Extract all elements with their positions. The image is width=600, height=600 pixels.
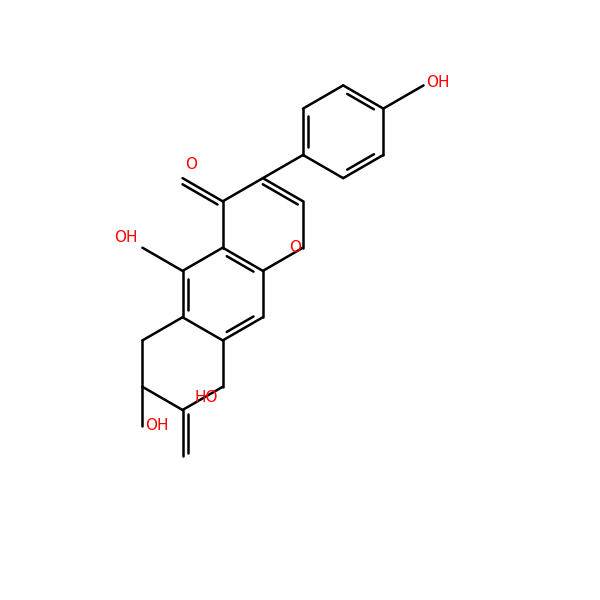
Text: HO: HO — [194, 390, 218, 405]
Text: OH: OH — [427, 75, 450, 90]
Text: O: O — [185, 157, 197, 172]
Text: OH: OH — [114, 230, 137, 245]
Text: O: O — [289, 240, 301, 255]
Text: OH: OH — [145, 418, 169, 433]
